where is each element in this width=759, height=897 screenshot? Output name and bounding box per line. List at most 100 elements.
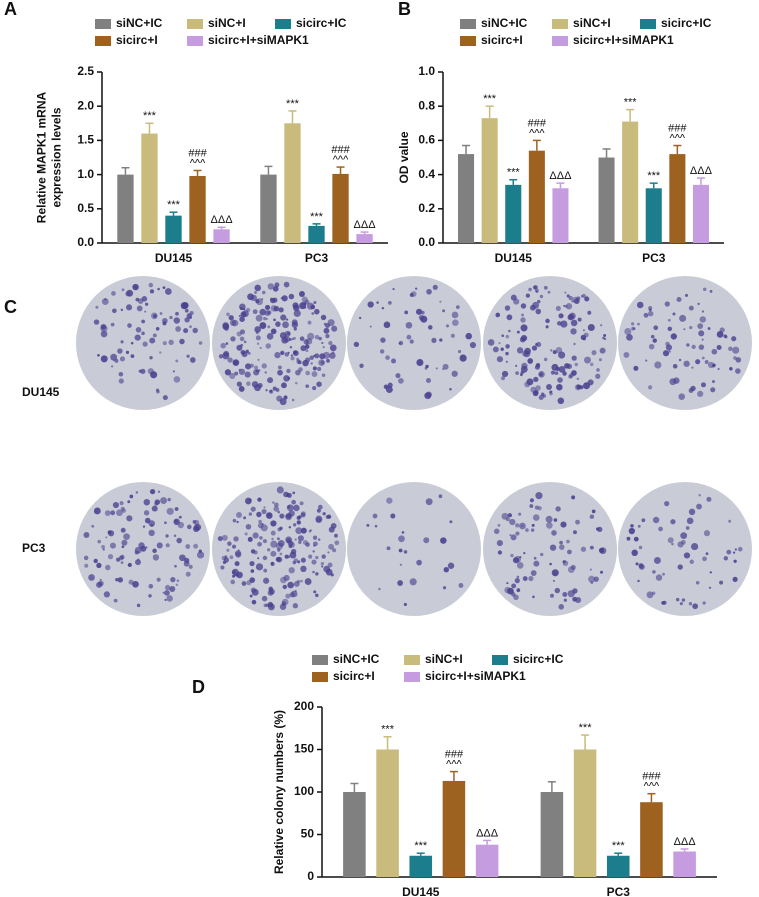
colony [194, 523, 202, 531]
colony [113, 359, 116, 362]
colony [232, 570, 236, 575]
colony [626, 334, 633, 341]
colony [521, 313, 525, 317]
colony [532, 285, 537, 290]
colony [136, 305, 143, 312]
plate [483, 482, 617, 616]
colony [589, 568, 592, 571]
colony [321, 373, 326, 377]
colony [496, 356, 504, 363]
colony [120, 561, 124, 565]
colony [312, 386, 317, 391]
colony [711, 348, 718, 355]
colony [415, 308, 423, 315]
colony [545, 325, 549, 329]
colony [737, 546, 743, 552]
colony [536, 299, 541, 304]
colony [160, 497, 168, 505]
colony [291, 499, 296, 505]
y-axis-label: Relative MAPK1 mRNA [35, 91, 49, 223]
significance-label: *** [381, 724, 395, 736]
colony [300, 527, 307, 534]
bar [505, 184, 522, 243]
colony [704, 360, 709, 364]
x-tick-label: PC3 [642, 251, 666, 265]
colony [164, 590, 170, 596]
colony [700, 382, 706, 388]
row-label: PC3 [22, 541, 46, 555]
colony [650, 334, 655, 339]
colony [112, 501, 120, 509]
bar [673, 851, 696, 877]
colony [177, 521, 185, 529]
colony [520, 335, 528, 342]
colony [326, 358, 330, 363]
colony [522, 576, 528, 581]
colony [173, 534, 177, 537]
colony [511, 583, 517, 589]
colony [234, 550, 242, 557]
colony [556, 383, 563, 391]
significance-label: ΔΔΔ [354, 219, 377, 231]
bar [409, 855, 433, 877]
colony [701, 356, 705, 360]
colony [501, 370, 509, 378]
colony [150, 523, 154, 527]
colony [547, 290, 551, 294]
colony [559, 544, 565, 550]
colony [664, 500, 670, 507]
colony [638, 545, 643, 550]
colony [261, 363, 267, 369]
colony [270, 561, 274, 565]
colony [600, 570, 604, 574]
colony [533, 376, 539, 382]
colony [510, 294, 517, 301]
colony [149, 289, 155, 294]
colony [109, 542, 117, 549]
bar [573, 749, 597, 877]
colony [551, 363, 559, 371]
colony [535, 492, 543, 500]
colony [119, 501, 124, 506]
colony [451, 311, 459, 319]
bar [260, 174, 277, 243]
colony [117, 577, 124, 583]
legend-label: sicirc+I+siMAPK1 [425, 669, 526, 683]
colony [241, 351, 248, 358]
colony [83, 555, 89, 561]
colony [251, 599, 257, 605]
colony [149, 489, 156, 495]
colony [530, 570, 537, 576]
colony [599, 547, 607, 555]
colony [256, 511, 262, 518]
significance-label: ### [642, 771, 661, 783]
colony [299, 336, 305, 342]
colony [555, 305, 561, 311]
colony [251, 588, 259, 596]
colony [273, 506, 280, 512]
colony [369, 325, 372, 328]
colony [318, 336, 322, 341]
colony [274, 351, 281, 359]
significance-label: *** [143, 110, 157, 122]
colony [269, 389, 273, 393]
colony [443, 567, 449, 573]
bar [606, 855, 630, 877]
colony [570, 328, 577, 335]
colony [515, 364, 518, 367]
colony [151, 505, 158, 512]
colony [105, 564, 111, 571]
significance-label: ^^^ [644, 781, 660, 793]
colony [698, 344, 705, 350]
colony [287, 492, 290, 495]
colony [317, 504, 323, 510]
colony [628, 527, 636, 535]
colony [267, 548, 271, 552]
colony [648, 343, 655, 350]
colony [645, 359, 648, 362]
colony [245, 523, 252, 530]
panel-letter: B [398, 0, 411, 19]
colony [300, 557, 306, 563]
colony [432, 284, 438, 290]
